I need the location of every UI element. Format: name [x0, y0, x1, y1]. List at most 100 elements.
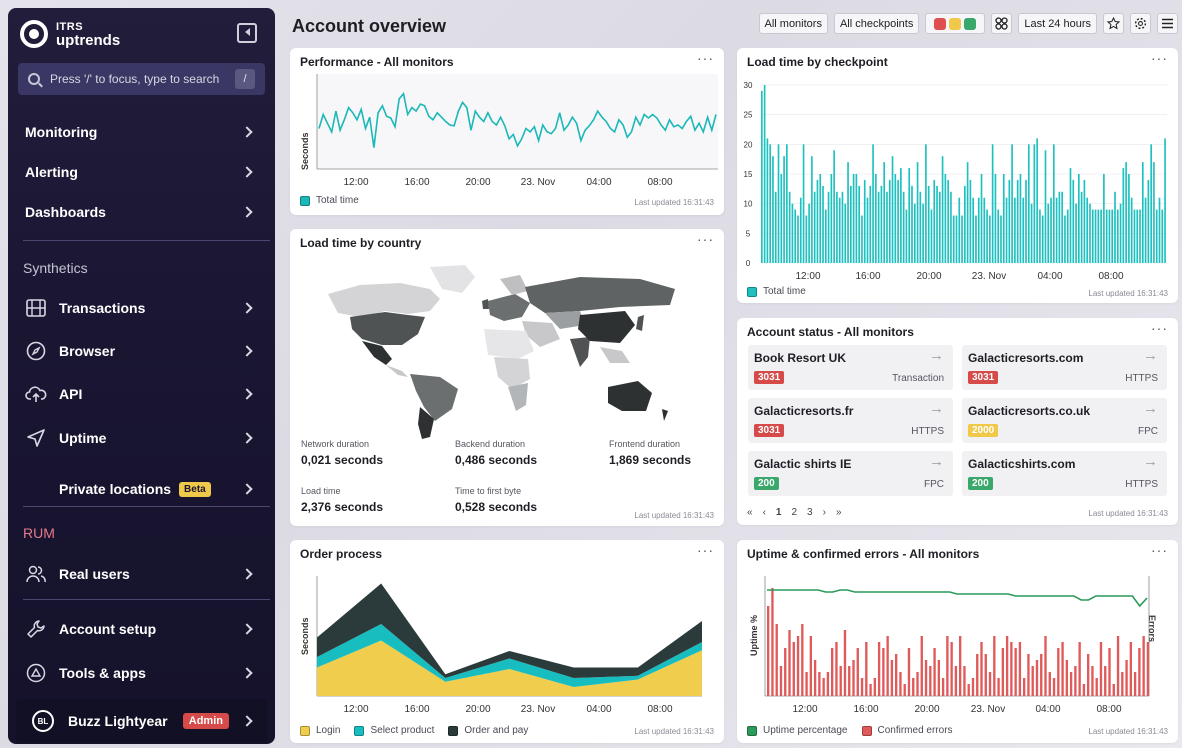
- map-region-central-africa: [494, 357, 530, 389]
- all-monitors-button[interactable]: All monitors: [758, 13, 828, 34]
- bar: [1103, 174, 1105, 263]
- grid-view-icon[interactable]: [991, 13, 1013, 34]
- bar: [938, 191, 941, 263]
- arrow-right-icon: →: [929, 453, 944, 470]
- nav-tools-apps[interactable]: Tools & apps: [8, 656, 275, 690]
- time-range-button[interactable]: Last 24 hours: [1018, 13, 1097, 34]
- nav-browser[interactable]: Browser: [8, 334, 275, 368]
- error-bar: [1001, 648, 1005, 696]
- card-title: Account status - All monitors: [747, 325, 914, 339]
- account-status-tile[interactable]: Galacticresorts.fr → 3031 HTTPS: [748, 398, 953, 443]
- nav-uptime[interactable]: Uptime: [8, 421, 275, 455]
- account-status-tile[interactable]: Book Resort UK → 3031 Transaction: [748, 345, 953, 390]
- more-options-icon[interactable]: ···: [1151, 50, 1168, 66]
- bar: [791, 203, 794, 263]
- more-options-icon[interactable]: ···: [697, 50, 714, 66]
- account-status-tile[interactable]: Galacticshirts.com → 200 HTTPS: [962, 451, 1167, 496]
- legend-item[interactable]: Uptime percentage: [747, 725, 848, 736]
- bar: [763, 85, 766, 263]
- error-bar: [792, 642, 795, 696]
- chevron-right-icon: [241, 432, 253, 444]
- error-bar: [993, 636, 996, 696]
- metric-network-duration: Network duration 0,021 seconds: [301, 439, 383, 467]
- bar: [972, 197, 975, 263]
- more-options-icon[interactable]: ···: [1151, 542, 1168, 558]
- account-status-tile[interactable]: Galacticresorts.co.uk → 2000 FPC: [962, 398, 1167, 443]
- nav-real-users[interactable]: Real users: [8, 557, 275, 591]
- metric-frontend-duration: Frontend duration 1,869 seconds: [609, 439, 691, 467]
- chevron-right-icon: [241, 302, 253, 314]
- world-map[interactable]: [290, 259, 724, 439]
- chevron-right-icon: [241, 667, 253, 679]
- account-status-tile[interactable]: Galacticresorts.com → 3031 HTTPS: [962, 345, 1167, 390]
- account-status-tile[interactable]: Galactic shirts IE → 200 FPC: [748, 451, 953, 496]
- bar: [900, 168, 902, 263]
- page-3-button[interactable]: 3: [807, 507, 813, 518]
- legend-item[interactable]: Login: [300, 725, 340, 736]
- brand-logo[interactable]: ITRS uptrends: [20, 20, 120, 48]
- legend-item[interactable]: Total time: [747, 286, 806, 297]
- error-bar: [1005, 636, 1009, 696]
- nav-account-setup[interactable]: Account setup: [8, 612, 275, 646]
- bar: [813, 191, 816, 263]
- more-options-icon[interactable]: ···: [1151, 320, 1168, 336]
- bar: [1030, 203, 1033, 263]
- status-filter-button[interactable]: [925, 13, 986, 34]
- x-tick-label: 16:00: [404, 177, 429, 188]
- error-bar: [822, 678, 825, 696]
- monitor-type: Transaction: [892, 373, 944, 384]
- error-bar: [963, 666, 966, 696]
- bar: [888, 179, 891, 263]
- gear-icon[interactable]: [1130, 13, 1151, 34]
- nav-dashboards[interactable]: Dashboards: [8, 195, 275, 229]
- legend-item[interactable]: Select product: [354, 725, 434, 736]
- monitor-type: HTTPS: [1125, 373, 1158, 384]
- metric-backend-duration: Backend duration 0,486 seconds: [455, 439, 537, 467]
- last-page-button[interactable]: »: [835, 507, 842, 518]
- legend-label: Total time: [763, 286, 806, 297]
- bar: [1089, 203, 1091, 263]
- nav-private-locations[interactable]: Private locations Beta: [8, 472, 275, 506]
- status-color-dot: [949, 17, 962, 30]
- star-icon[interactable]: [1103, 13, 1124, 34]
- user-menu[interactable]: BL Buzz Lightyear Admin: [16, 699, 267, 743]
- nav-label: Monitoring: [25, 124, 98, 140]
- search-input[interactable]: Press '/' to focus, type to search /: [18, 63, 265, 95]
- send-icon: [25, 427, 47, 449]
- legend-item[interactable]: Confirmed errors: [861, 725, 953, 736]
- last-updated: Last updated 16:31:43: [1088, 727, 1168, 736]
- bar: [866, 197, 869, 263]
- x-tick-label: 23. Nov: [521, 704, 555, 715]
- monitor-name: Galactic shirts IE: [754, 457, 852, 471]
- error-bar: [1048, 672, 1051, 696]
- x-tick-label: 04:00: [1035, 704, 1060, 715]
- search-shortcut-key: /: [235, 69, 255, 89]
- page-1-button[interactable]: 1: [775, 507, 782, 518]
- nav-transactions[interactable]: Transactions: [8, 291, 275, 325]
- menu-icon[interactable]: [1157, 13, 1178, 34]
- all-checkpoints-button[interactable]: All checkpoints: [833, 13, 920, 34]
- error-bar: [809, 636, 813, 696]
- first-page-button[interactable]: «: [747, 507, 753, 518]
- page-2-button[interactable]: 2: [791, 507, 798, 518]
- bar: [1119, 203, 1122, 263]
- legend-item[interactable]: Order and pay: [448, 725, 528, 736]
- error-bar: [1010, 642, 1013, 696]
- more-options-icon[interactable]: ···: [697, 231, 714, 247]
- nav-alerting[interactable]: Alerting: [8, 155, 275, 189]
- error-bar: [1078, 642, 1081, 696]
- monitor-name: Book Resort UK: [754, 351, 847, 365]
- more-options-icon[interactable]: ···: [697, 542, 714, 558]
- error-bar: [775, 624, 778, 696]
- next-page-button[interactable]: ›: [822, 507, 826, 518]
- legend-item[interactable]: Total time: [300, 195, 359, 206]
- error-bar: [767, 606, 770, 696]
- bar: [1000, 215, 1002, 263]
- bar: [1141, 162, 1144, 263]
- nav-api[interactable]: API: [8, 377, 275, 411]
- error-bar: [1027, 654, 1030, 696]
- nav-monitoring[interactable]: Monitoring: [8, 115, 275, 149]
- bar: [852, 174, 855, 263]
- collapse-sidebar-icon[interactable]: [237, 23, 257, 43]
- prev-page-button[interactable]: ‹: [762, 507, 766, 518]
